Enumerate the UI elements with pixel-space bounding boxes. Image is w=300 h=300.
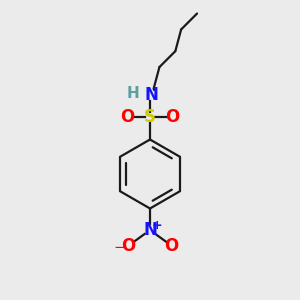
Text: O: O <box>120 108 135 126</box>
Text: −: − <box>113 240 126 255</box>
Text: S: S <box>144 108 156 126</box>
Text: N: N <box>145 86 158 104</box>
Text: O: O <box>164 237 179 255</box>
Text: +: + <box>151 219 162 232</box>
Text: O: O <box>165 108 180 126</box>
Text: O: O <box>121 237 136 255</box>
Text: N: N <box>144 221 158 239</box>
Text: H: H <box>127 86 140 101</box>
